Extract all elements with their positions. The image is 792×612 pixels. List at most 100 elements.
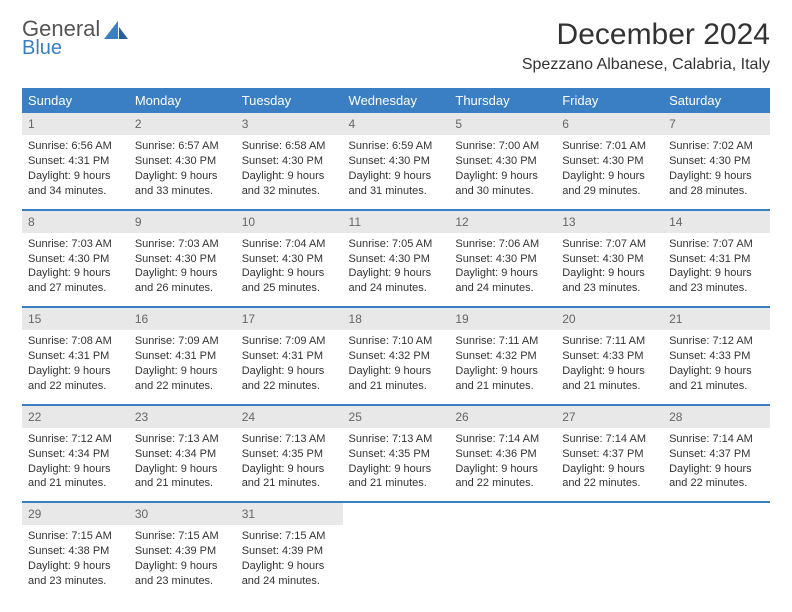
daylight-line: Daylight: 9 hours and 30 minutes. xyxy=(455,169,550,199)
day-number: 16 xyxy=(129,308,236,330)
day-number: 7 xyxy=(663,113,770,135)
daylight-line: Daylight: 9 hours and 21 minutes. xyxy=(242,462,337,492)
sunset-line: Sunset: 4:30 PM xyxy=(349,154,444,169)
day-header: Tuesday xyxy=(236,88,343,113)
daylight-line: Daylight: 9 hours and 21 minutes. xyxy=(669,364,764,394)
daylight-line: Daylight: 9 hours and 23 minutes. xyxy=(669,266,764,296)
day-number: 14 xyxy=(663,211,770,233)
day-number: 5 xyxy=(449,113,556,135)
day-number: 1 xyxy=(22,113,129,135)
calendar-day: 3Sunrise: 6:58 AMSunset: 4:30 PMDaylight… xyxy=(236,113,343,210)
sunset-line: Sunset: 4:31 PM xyxy=(242,349,337,364)
sunrise-line: Sunrise: 7:08 AM xyxy=(28,334,123,349)
calendar-day: 28Sunrise: 7:14 AMSunset: 4:37 PMDayligh… xyxy=(663,405,770,503)
daylight-line: Daylight: 9 hours and 22 minutes. xyxy=(669,462,764,492)
day-number: 29 xyxy=(22,503,129,525)
logo-sail-icon xyxy=(104,21,128,41)
calendar-day: 7Sunrise: 7:02 AMSunset: 4:30 PMDaylight… xyxy=(663,113,770,210)
day-details: Sunrise: 7:11 AMSunset: 4:33 PMDaylight:… xyxy=(556,330,663,403)
calendar-body: 1Sunrise: 6:56 AMSunset: 4:31 PMDaylight… xyxy=(22,113,770,599)
calendar-day: 4Sunrise: 6:59 AMSunset: 4:30 PMDaylight… xyxy=(343,113,450,210)
day-header: Saturday xyxy=(663,88,770,113)
calendar-week: 1Sunrise: 6:56 AMSunset: 4:31 PMDaylight… xyxy=(22,113,770,210)
day-number: 9 xyxy=(129,211,236,233)
day-number: 25 xyxy=(343,406,450,428)
day-number: 23 xyxy=(129,406,236,428)
sunset-line: Sunset: 4:35 PM xyxy=(242,447,337,462)
sunrise-line: Sunrise: 7:07 AM xyxy=(669,237,764,252)
header: General Blue December 2024 Spezzano Alba… xyxy=(22,18,770,84)
day-number: 6 xyxy=(556,113,663,135)
sunset-line: Sunset: 4:33 PM xyxy=(669,349,764,364)
sunrise-line: Sunrise: 7:11 AM xyxy=(455,334,550,349)
day-number: 28 xyxy=(663,406,770,428)
sunset-line: Sunset: 4:30 PM xyxy=(455,252,550,267)
calendar-day: 22Sunrise: 7:12 AMSunset: 4:34 PMDayligh… xyxy=(22,405,129,503)
day-details: Sunrise: 7:13 AMSunset: 4:35 PMDaylight:… xyxy=(236,428,343,501)
day-number: 8 xyxy=(22,211,129,233)
calendar-day: 9Sunrise: 7:03 AMSunset: 4:30 PMDaylight… xyxy=(129,210,236,308)
calendar-day: 16Sunrise: 7:09 AMSunset: 4:31 PMDayligh… xyxy=(129,307,236,405)
sunset-line: Sunset: 4:30 PM xyxy=(455,154,550,169)
day-number: 13 xyxy=(556,211,663,233)
sunset-line: Sunset: 4:35 PM xyxy=(349,447,444,462)
month-title: December 2024 xyxy=(522,18,770,52)
sunset-line: Sunset: 4:31 PM xyxy=(28,154,123,169)
day-number: 22 xyxy=(22,406,129,428)
sunrise-line: Sunrise: 7:14 AM xyxy=(669,432,764,447)
calendar-day: 10Sunrise: 7:04 AMSunset: 4:30 PMDayligh… xyxy=(236,210,343,308)
day-details: Sunrise: 6:57 AMSunset: 4:30 PMDaylight:… xyxy=(129,135,236,208)
calendar-day: 26Sunrise: 7:14 AMSunset: 4:36 PMDayligh… xyxy=(449,405,556,503)
day-header: Thursday xyxy=(449,88,556,113)
day-number: 26 xyxy=(449,406,556,428)
daylight-line: Daylight: 9 hours and 21 minutes. xyxy=(349,462,444,492)
sunset-line: Sunset: 4:30 PM xyxy=(349,252,444,267)
title-block: December 2024 Spezzano Albanese, Calabri… xyxy=(522,18,770,84)
calendar-day: 29Sunrise: 7:15 AMSunset: 4:38 PMDayligh… xyxy=(22,502,129,599)
calendar-day: .. xyxy=(663,502,770,599)
day-number: 11 xyxy=(343,211,450,233)
day-details: Sunrise: 6:59 AMSunset: 4:30 PMDaylight:… xyxy=(343,135,450,208)
calendar-week: 22Sunrise: 7:12 AMSunset: 4:34 PMDayligh… xyxy=(22,405,770,503)
day-header: Wednesday xyxy=(343,88,450,113)
calendar-day: 6Sunrise: 7:01 AMSunset: 4:30 PMDaylight… xyxy=(556,113,663,210)
sunrise-line: Sunrise: 6:58 AM xyxy=(242,139,337,154)
calendar-day: 31Sunrise: 7:15 AMSunset: 4:39 PMDayligh… xyxy=(236,502,343,599)
day-details: Sunrise: 7:15 AMSunset: 4:39 PMDaylight:… xyxy=(129,525,236,598)
calendar-day: 14Sunrise: 7:07 AMSunset: 4:31 PMDayligh… xyxy=(663,210,770,308)
sunset-line: Sunset: 4:37 PM xyxy=(669,447,764,462)
sunrise-line: Sunrise: 7:02 AM xyxy=(669,139,764,154)
sunset-line: Sunset: 4:31 PM xyxy=(135,349,230,364)
day-header: Friday xyxy=(556,88,663,113)
day-details: Sunrise: 7:12 AMSunset: 4:34 PMDaylight:… xyxy=(22,428,129,501)
daylight-line: Daylight: 9 hours and 22 minutes. xyxy=(28,364,123,394)
daylight-line: Daylight: 9 hours and 32 minutes. xyxy=(242,169,337,199)
sunrise-line: Sunrise: 6:59 AM xyxy=(349,139,444,154)
sunset-line: Sunset: 4:37 PM xyxy=(562,447,657,462)
calendar-day: 27Sunrise: 7:14 AMSunset: 4:37 PMDayligh… xyxy=(556,405,663,503)
sunset-line: Sunset: 4:38 PM xyxy=(28,544,123,559)
sunset-line: Sunset: 4:30 PM xyxy=(135,252,230,267)
calendar-day: 24Sunrise: 7:13 AMSunset: 4:35 PMDayligh… xyxy=(236,405,343,503)
day-details: Sunrise: 7:03 AMSunset: 4:30 PMDaylight:… xyxy=(22,233,129,306)
calendar-day: 5Sunrise: 7:00 AMSunset: 4:30 PMDaylight… xyxy=(449,113,556,210)
day-details: Sunrise: 7:09 AMSunset: 4:31 PMDaylight:… xyxy=(129,330,236,403)
daylight-line: Daylight: 9 hours and 21 minutes. xyxy=(562,364,657,394)
sunrise-line: Sunrise: 6:57 AM xyxy=(135,139,230,154)
sunrise-line: Sunrise: 7:14 AM xyxy=(455,432,550,447)
daylight-line: Daylight: 9 hours and 23 minutes. xyxy=(135,559,230,589)
day-details: Sunrise: 7:04 AMSunset: 4:30 PMDaylight:… xyxy=(236,233,343,306)
day-number: 19 xyxy=(449,308,556,330)
day-details: Sunrise: 7:14 AMSunset: 4:37 PMDaylight:… xyxy=(663,428,770,501)
sunrise-line: Sunrise: 7:13 AM xyxy=(242,432,337,447)
daylight-line: Daylight: 9 hours and 26 minutes. xyxy=(135,266,230,296)
daylight-line: Daylight: 9 hours and 21 minutes. xyxy=(28,462,123,492)
sunset-line: Sunset: 4:30 PM xyxy=(562,252,657,267)
calendar-week: 8Sunrise: 7:03 AMSunset: 4:30 PMDaylight… xyxy=(22,210,770,308)
daylight-line: Daylight: 9 hours and 31 minutes. xyxy=(349,169,444,199)
day-details: Sunrise: 7:10 AMSunset: 4:32 PMDaylight:… xyxy=(343,330,450,403)
day-number: 27 xyxy=(556,406,663,428)
calendar-day: 13Sunrise: 7:07 AMSunset: 4:30 PMDayligh… xyxy=(556,210,663,308)
daylight-line: Daylight: 9 hours and 28 minutes. xyxy=(669,169,764,199)
day-details: Sunrise: 7:07 AMSunset: 4:30 PMDaylight:… xyxy=(556,233,663,306)
